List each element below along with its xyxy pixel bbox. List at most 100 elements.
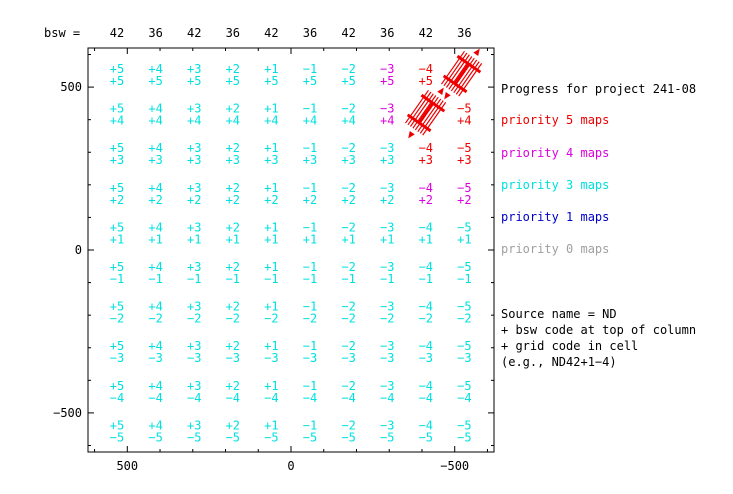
cell-row-code: +5 <box>380 74 394 88</box>
cell-col-code: −4 <box>419 181 433 195</box>
cell-col-code: −2 <box>341 339 355 353</box>
cell-row-code: +2 <box>187 193 201 207</box>
cell-row-code: −2 <box>419 312 433 326</box>
cell-row-code: −3 <box>380 351 394 365</box>
cell-row-code: +2 <box>148 193 162 207</box>
cell-col-code: −4 <box>419 339 433 353</box>
cell-col-code: −5 <box>457 339 471 353</box>
cell-col-code: +2 <box>226 379 240 393</box>
cell-row-code: −2 <box>264 312 278 326</box>
cell-col-code: +3 <box>187 102 201 116</box>
cell-row-code: −2 <box>457 312 471 326</box>
cell-row-code: +1 <box>226 232 240 246</box>
cell-row-code: +4 <box>457 114 471 128</box>
cell-col-code: −4 <box>419 141 433 155</box>
cell-col-code: +4 <box>148 300 162 314</box>
cell-col-code: −5 <box>457 102 471 116</box>
x-tick-label: 500 <box>116 459 138 473</box>
cell-col-code: +5 <box>110 102 124 116</box>
cell-col-code: −2 <box>341 379 355 393</box>
cell-row-code: +2 <box>380 193 394 207</box>
cell-row-code: +4 <box>341 114 355 128</box>
cell-row-code: −4 <box>110 391 124 405</box>
cell-row-code: −2 <box>303 312 317 326</box>
cell-row-code: +1 <box>341 232 355 246</box>
cell-col-code: −2 <box>341 260 355 274</box>
cell-col-code: −3 <box>380 141 394 155</box>
cell-row-code: +3 <box>303 153 317 167</box>
cell-row-code: +3 <box>341 153 355 167</box>
cell-row-code: −2 <box>187 312 201 326</box>
cell-row-code: +2 <box>341 193 355 207</box>
bsw-code: 42 <box>187 26 201 40</box>
cell-col-code: +1 <box>264 141 278 155</box>
cell-col-code: −5 <box>457 260 471 274</box>
cell-row-code: −3 <box>303 351 317 365</box>
cell-col-code: −1 <box>303 339 317 353</box>
cell-row-code: +1 <box>457 232 471 246</box>
cell-col-code: +5 <box>110 62 124 76</box>
cell-row-code: +1 <box>264 232 278 246</box>
cell-row-code: −1 <box>303 272 317 286</box>
cell-col-code: +4 <box>148 260 162 274</box>
cell-col-code: −5 <box>457 220 471 234</box>
cell-row-code: −4 <box>226 391 240 405</box>
cell-row-code: −5 <box>457 430 471 444</box>
cell-col-code: +4 <box>148 141 162 155</box>
cell-row-code: −5 <box>303 430 317 444</box>
cell-row-code: −3 <box>419 351 433 365</box>
cell-row-code: +3 <box>264 153 278 167</box>
cell-row-code: +2 <box>303 193 317 207</box>
cell-row-code: +5 <box>264 74 278 88</box>
legend-entry: priority 3 maps <box>501 178 609 192</box>
cell-col-code: +3 <box>187 220 201 234</box>
y-tick-label: 0 <box>75 243 82 257</box>
cell-col-code: −3 <box>380 181 394 195</box>
cell-row-code: −5 <box>419 430 433 444</box>
cell-row-code: +4 <box>264 114 278 128</box>
cell-col-code: +3 <box>187 418 201 432</box>
cell-col-code: −3 <box>380 62 394 76</box>
cell-col-code: +3 <box>187 141 201 155</box>
cell-col-code: +3 <box>187 181 201 195</box>
cell-row-code: −2 <box>226 312 240 326</box>
cell-col-code: −5 <box>457 379 471 393</box>
cell-col-code: −4 <box>419 260 433 274</box>
x-tick-label: 0 <box>287 459 294 473</box>
cell-row-code: +5 <box>110 74 124 88</box>
telescope-icon <box>405 87 447 139</box>
note-line: (e.g., ND42+1−4) <box>501 355 617 369</box>
cell-row-code: +3 <box>226 153 240 167</box>
cell-row-code: −3 <box>110 351 124 365</box>
bsw-code: 42 <box>341 26 355 40</box>
cell-row-code: −3 <box>148 351 162 365</box>
cell-row-code: +2 <box>110 193 124 207</box>
cell-row-code: −2 <box>380 312 394 326</box>
cell-col-code: +1 <box>264 181 278 195</box>
y-tick-label: −500 <box>53 406 82 420</box>
cell-col-code: +5 <box>110 220 124 234</box>
cell-col-code: −2 <box>341 62 355 76</box>
cell-row-code: −2 <box>148 312 162 326</box>
cell-row-code: +5 <box>148 74 162 88</box>
cell-row-code: +1 <box>187 232 201 246</box>
cell-col-code: +1 <box>264 102 278 116</box>
bsw-code: 36 <box>303 26 317 40</box>
cell-col-code: +2 <box>226 339 240 353</box>
cell-col-code: −1 <box>303 102 317 116</box>
cell-col-code: −3 <box>380 220 394 234</box>
cell-col-code: +2 <box>226 102 240 116</box>
cell-col-code: −1 <box>303 418 317 432</box>
cell-col-code: +5 <box>110 300 124 314</box>
cell-col-code: −1 <box>303 379 317 393</box>
cell-row-code: −2 <box>110 312 124 326</box>
cell-col-code: −4 <box>419 62 433 76</box>
cell-col-code: −4 <box>419 220 433 234</box>
bsw-code: 42 <box>419 26 433 40</box>
cell-col-code: +1 <box>264 62 278 76</box>
cell-row-code: +5 <box>226 74 240 88</box>
cell-col-code: −4 <box>419 379 433 393</box>
cell-col-code: +1 <box>264 220 278 234</box>
cell-col-code: −1 <box>303 220 317 234</box>
